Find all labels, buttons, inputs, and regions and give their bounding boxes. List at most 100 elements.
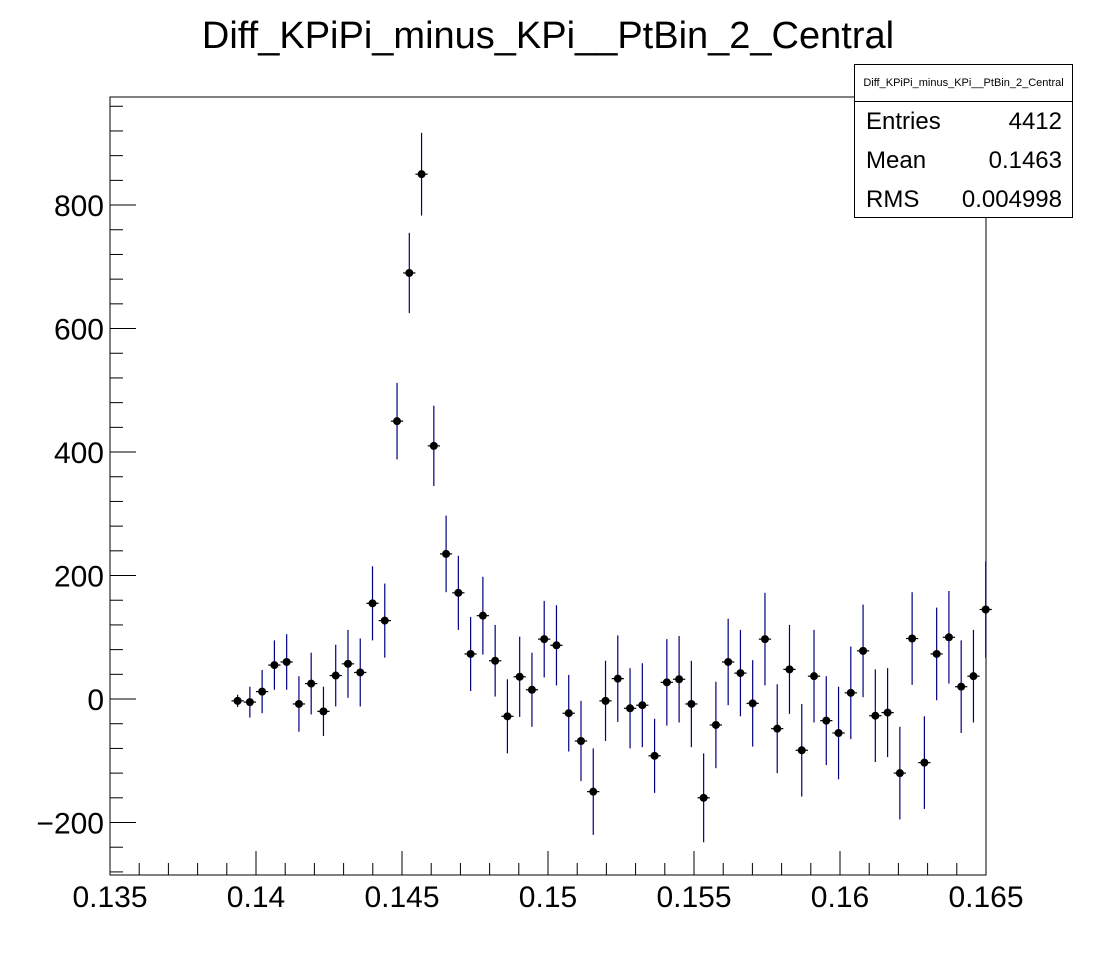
data-point bbox=[256, 670, 269, 714]
point-marker bbox=[969, 672, 978, 681]
point-marker bbox=[981, 605, 990, 614]
data-point bbox=[844, 646, 857, 740]
point-marker bbox=[282, 657, 291, 666]
y-tick-label: 0 bbox=[87, 684, 104, 717]
point-marker bbox=[675, 675, 684, 684]
y-tick-label: 400 bbox=[54, 437, 104, 470]
data-point bbox=[648, 718, 661, 793]
point-marker bbox=[245, 698, 254, 707]
data-point bbox=[354, 638, 367, 707]
data-point bbox=[415, 132, 428, 216]
data-point bbox=[329, 644, 342, 707]
data-point bbox=[893, 726, 906, 820]
point-marker bbox=[908, 634, 917, 643]
x-tick-label: 0.135 bbox=[72, 881, 147, 914]
point-marker bbox=[822, 716, 831, 725]
point-marker bbox=[294, 699, 303, 708]
data-point bbox=[955, 640, 968, 733]
stats-box-title: Diff_KPiPi_minus_KPi__PtBin_2_Central bbox=[855, 65, 1072, 102]
data-point bbox=[636, 663, 649, 748]
x-tick-label: 0.165 bbox=[948, 881, 1023, 914]
data-point bbox=[231, 694, 244, 708]
data-point bbox=[439, 515, 453, 593]
point-marker bbox=[724, 657, 733, 666]
point-marker bbox=[368, 599, 377, 608]
stats-mean-value: 0.1463 bbox=[988, 147, 1062, 174]
x-tick-label: 0.155 bbox=[656, 881, 731, 914]
point-marker bbox=[859, 646, 868, 655]
point-marker bbox=[393, 417, 402, 426]
data-point bbox=[611, 635, 624, 722]
data-point bbox=[292, 676, 306, 732]
point-marker bbox=[650, 751, 659, 760]
point-marker bbox=[270, 661, 279, 670]
stats-row-mean: Mean 0.1463 bbox=[855, 141, 1072, 180]
stats-row-entries: Entries 4412 bbox=[855, 102, 1072, 141]
data-point bbox=[660, 639, 673, 726]
point-marker bbox=[944, 633, 953, 642]
data-point bbox=[697, 753, 710, 843]
data-point bbox=[268, 640, 281, 690]
y-tick-label: 800 bbox=[54, 190, 104, 223]
point-marker bbox=[478, 611, 487, 620]
point-marker bbox=[895, 769, 904, 778]
point-marker bbox=[846, 688, 855, 697]
data-point bbox=[771, 684, 784, 774]
data-point bbox=[967, 629, 980, 723]
data-point bbox=[918, 716, 931, 809]
point-marker bbox=[711, 720, 720, 729]
point-marker bbox=[883, 708, 892, 717]
y-tick-label: 200 bbox=[54, 561, 104, 594]
point-marker bbox=[662, 678, 671, 687]
stats-box: Diff_KPiPi_minus_KPi__PtBin_2_Central En… bbox=[854, 64, 1073, 218]
point-marker bbox=[736, 669, 745, 678]
point-marker bbox=[957, 682, 966, 691]
point-marker bbox=[540, 635, 549, 644]
x-tick-label: 0.145 bbox=[364, 881, 439, 914]
data-point bbox=[930, 607, 943, 701]
data-point bbox=[942, 590, 956, 684]
data-point bbox=[476, 576, 490, 655]
data-point bbox=[905, 592, 919, 685]
point-marker bbox=[748, 699, 757, 708]
point-marker bbox=[380, 616, 389, 625]
point-marker bbox=[760, 635, 769, 644]
stats-entries-label: Entries bbox=[866, 108, 941, 135]
point-marker bbox=[442, 549, 451, 558]
point-marker bbox=[797, 746, 806, 755]
data-point bbox=[403, 232, 416, 314]
data-point bbox=[574, 700, 588, 782]
data-point bbox=[807, 629, 821, 723]
point-marker bbox=[233, 696, 242, 705]
data-point bbox=[550, 605, 563, 686]
data-point bbox=[672, 636, 686, 723]
chart-title: Diff_KPiPi_minus_KPi__PtBin_2_Central bbox=[202, 15, 894, 57]
data-point bbox=[317, 686, 330, 737]
point-marker bbox=[920, 758, 929, 767]
data-point bbox=[243, 686, 256, 718]
point-marker bbox=[626, 704, 635, 713]
x-tick-labels: 0.135 0.14 0.145 0.15 0.155 0.16 0.165 bbox=[72, 881, 1023, 914]
data-point bbox=[832, 686, 845, 780]
data-point bbox=[869, 669, 882, 763]
x-tick-label: 0.14 bbox=[227, 881, 285, 914]
data-point bbox=[746, 660, 759, 747]
stats-entries-value: 4412 bbox=[1008, 108, 1062, 135]
point-marker bbox=[834, 728, 843, 737]
point-marker bbox=[307, 679, 316, 688]
data-point bbox=[979, 561, 992, 658]
data-point bbox=[525, 652, 539, 727]
point-marker bbox=[576, 737, 585, 746]
data-point bbox=[783, 624, 796, 714]
data-points bbox=[231, 132, 992, 843]
data-point bbox=[599, 660, 612, 742]
stats-mean-label: Mean bbox=[866, 147, 927, 174]
y-tick-label: 600 bbox=[54, 314, 104, 347]
data-point bbox=[513, 636, 526, 717]
point-marker bbox=[699, 793, 708, 802]
data-point bbox=[820, 676, 833, 766]
data-point bbox=[489, 624, 502, 697]
point-marker bbox=[564, 709, 573, 718]
data-point bbox=[501, 679, 514, 754]
data-point bbox=[464, 616, 477, 691]
